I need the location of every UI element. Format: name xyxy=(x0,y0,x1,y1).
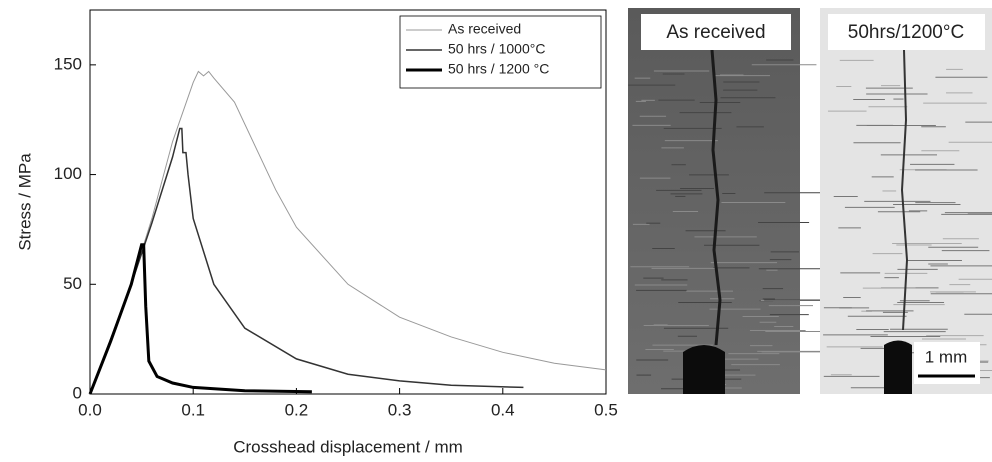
y-tick-label: 150 xyxy=(54,54,82,73)
legend-box xyxy=(399,15,602,89)
chart: 0.0 0.1 0.2 0.3 0.4 0.5 0 50 100 150 Crosshead dis… xyxy=(15,9,618,456)
photo-as-received: As received xyxy=(628,8,830,394)
scale-bar-label: 1 mm xyxy=(925,347,968,366)
y-axis-label: Stress / MPa xyxy=(15,153,34,251)
photo-label: 50hrs/1200°C xyxy=(848,22,964,43)
y-tick-label: 100 xyxy=(54,164,82,183)
x-tick-label: 0.0 xyxy=(78,400,102,419)
x-tick-label: 0.1 xyxy=(181,400,205,419)
photo-1200: 50hrs/1200°C 1 mm xyxy=(820,8,992,394)
legend-label: As received xyxy=(448,21,521,37)
series-line xyxy=(89,127,524,395)
x-tick-label: 0.5 xyxy=(594,400,618,419)
series-line xyxy=(89,70,607,395)
x-axis-label: Crosshead displacement / mm xyxy=(233,437,463,456)
y-tick-label: 0 xyxy=(73,383,82,402)
y-tick-label: 50 xyxy=(63,274,82,293)
plot-frame xyxy=(89,9,607,395)
legend-label: 50 hrs / 1200 °C xyxy=(448,61,549,77)
legend-label: 50 hrs / 1000°C xyxy=(448,41,545,57)
x-tick-label: 0.3 xyxy=(388,400,412,419)
x-tick-label: 0.4 xyxy=(491,400,515,419)
series-line xyxy=(88,243,312,395)
x-tick-label: 0.2 xyxy=(285,400,309,419)
photo-label: As received xyxy=(666,22,765,43)
